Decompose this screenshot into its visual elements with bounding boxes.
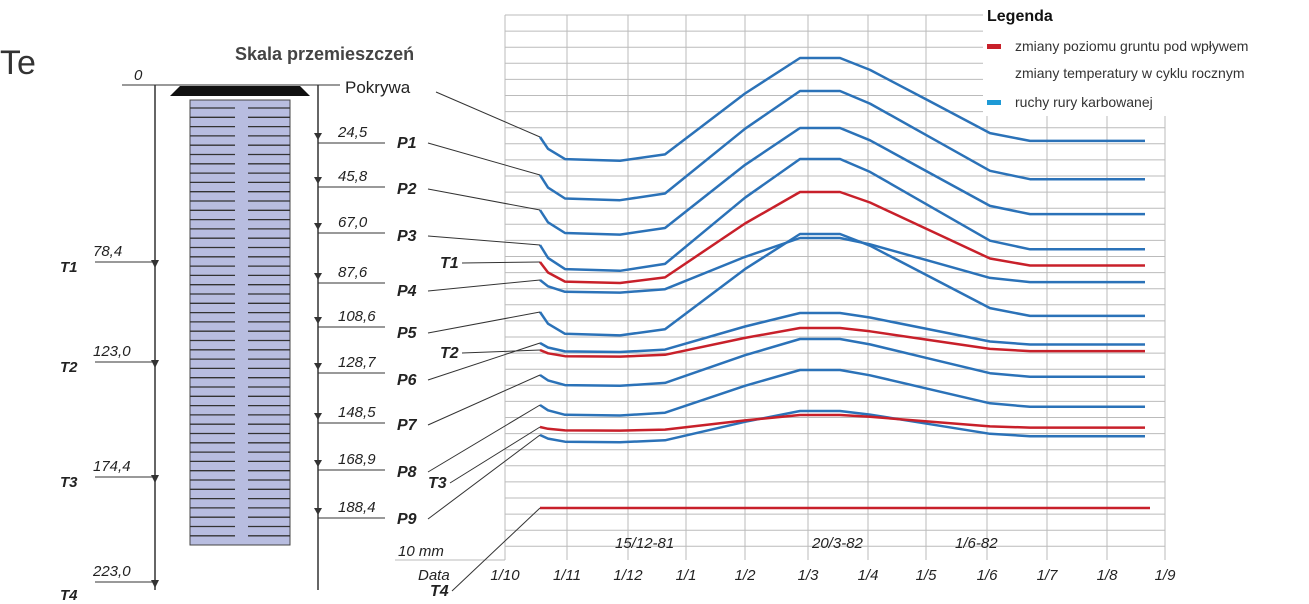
depth-label: 45,8 [338,168,368,185]
date-label: 1/9 [1155,567,1177,584]
arrow [314,460,322,467]
curve [540,339,1145,386]
arrow [151,580,159,588]
sensor-label: T3 [60,474,78,491]
depth-label: 123,0 [93,343,131,360]
arrow [314,133,322,140]
sensor-label: T1 [440,255,459,272]
date-label: 1/6 [977,567,999,584]
point-label: P9 [397,511,417,528]
depth-label: 188,4 [338,499,376,516]
curves [540,58,1150,508]
date-label: 1/5 [916,567,938,584]
date-label: 1/2 [735,567,757,584]
sensor-label: T2 [60,359,78,376]
arrow [314,273,322,280]
arrow [151,475,159,483]
arrow [314,177,322,184]
date-label: 1/8 [1097,567,1119,584]
date-label: 1/11 [553,567,581,584]
date-label: 1/10 [490,567,520,584]
depth-label: 78,4 [93,243,122,260]
point-label: P2 [397,181,417,198]
marked-date: 15/12-81 [615,535,674,552]
sensor-label: T4 [430,583,449,600]
sensor-label: T1 [60,259,78,276]
slide: Te Skala przemieszczeń 0 Pokrywa Legenda… [0,0,1309,604]
date-label: 1/1 [676,567,697,584]
depth-label: 168,9 [338,451,376,468]
point-label: P3 [397,228,417,245]
scale-label: 10 mm [398,543,444,560]
arrow [314,363,322,370]
legend-text: zmiany temperatury w cyklu rocznym [1015,65,1245,81]
point-label: P6 [397,372,417,389]
depth-label: 24,5 [337,124,368,141]
depth-label: 223,0 [92,563,131,580]
leader [428,280,540,291]
arrow [314,223,322,230]
depth-label: 67,0 [338,214,368,231]
depth-label: 174,4 [93,458,131,475]
slide-title: Te [0,44,36,82]
leader [462,350,540,353]
sensor-label: T4 [60,587,78,604]
date-label: 1/4 [858,567,879,584]
arrow [151,360,159,368]
point-label: P1 [397,135,417,152]
zero-label: 0 [134,67,143,84]
point-label: P7 [397,417,418,434]
depth-label: 148,5 [338,404,376,421]
point-label: P8 [397,464,417,481]
scale-title: Skala przemieszczeń [235,44,414,64]
pipe [170,86,310,545]
legend-swatch [987,44,1001,49]
leader [428,143,540,175]
date-label: 1/3 [798,567,820,584]
sensor-label: T2 [440,345,459,362]
date-label: 1/12 [613,567,643,584]
leader [428,312,540,333]
arrow [314,317,322,324]
leader [462,262,540,263]
legend-text: ruchy rury karbowanej [1015,94,1153,110]
curve [540,313,1145,352]
axis-label: Data [418,567,450,584]
depth-label: 128,7 [338,354,376,371]
leader [450,427,540,483]
depth-label: 87,6 [338,264,368,281]
date-label: 1/7 [1037,567,1059,584]
arrow [314,413,322,420]
legend-text: zmiany poziomu gruntu pod wpływem [1015,38,1248,54]
arrow [151,260,159,268]
point-label: P5 [397,325,418,342]
legend-swatch [987,100,1001,105]
arrow [314,508,322,515]
marked-date: 20/3-82 [811,535,864,552]
point-label: P4 [397,283,417,300]
marked-date: 1/6-82 [955,535,998,552]
sensor-label: T3 [428,475,447,492]
cover-label: Pokrywa [345,78,411,97]
depth-label: 108,6 [338,308,376,325]
legend-title: Legenda [987,8,1053,25]
leader [436,92,540,137]
